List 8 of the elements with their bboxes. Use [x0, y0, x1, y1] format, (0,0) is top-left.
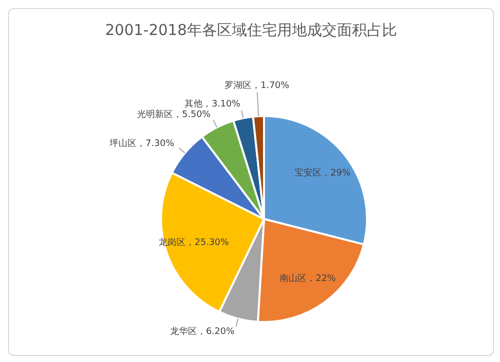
slice-label: 宝安区，29%: [294, 167, 351, 178]
slice-label: 其他，3.10%: [184, 98, 241, 110]
slice-label: 坪山区，7.30%: [108, 138, 175, 150]
slice-label: 南山区，22%: [280, 272, 336, 284]
slice-label: 罗湖区，1.70%: [224, 80, 290, 92]
chart-title: 2001-2018年各区域住宅用地成交面积占比: [104, 21, 398, 40]
slice-label: 龙华区，6.20%: [170, 326, 236, 338]
slice-label: 光明新区，5.50%: [137, 108, 212, 120]
